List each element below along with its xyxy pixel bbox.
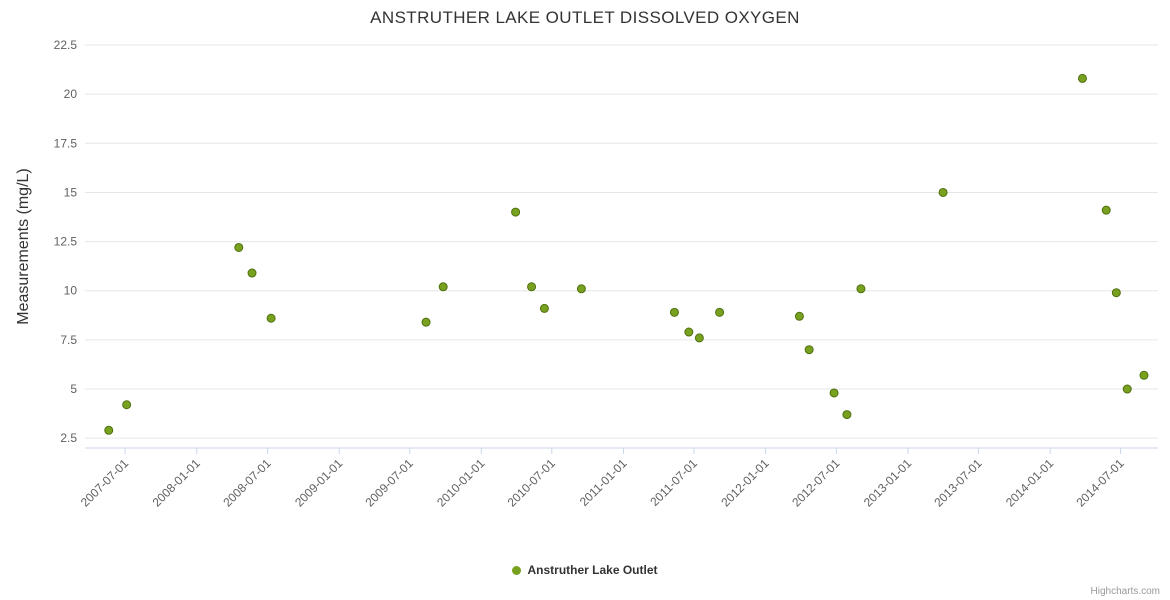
x-tick-label: 2013-07-01	[931, 456, 985, 510]
x-tick-label: 2010-07-01	[505, 456, 559, 510]
x-tick-label: 2010-01-01	[434, 456, 488, 510]
data-point[interactable]	[669, 307, 679, 317]
x-tick-label: 2008-07-01	[220, 456, 274, 510]
y-tick-label: 22.5	[54, 38, 78, 52]
x-tick-label: 2014-01-01	[1003, 456, 1057, 510]
data-point[interactable]	[1111, 288, 1121, 298]
data-point[interactable]	[234, 242, 244, 252]
data-point[interactable]	[1139, 370, 1149, 380]
data-point[interactable]	[247, 268, 257, 278]
legend-item[interactable]: Anstruther Lake Outlet	[0, 563, 1170, 577]
x-tick-label: 2009-07-01	[363, 456, 417, 510]
x-tick-label: 2009-01-01	[292, 456, 346, 510]
data-point[interactable]	[842, 410, 852, 420]
data-point[interactable]	[438, 282, 448, 292]
data-point[interactable]	[1101, 205, 1111, 215]
x-tick-label: 2007-07-01	[78, 456, 132, 510]
y-tick-label: 2.5	[60, 431, 77, 445]
data-point[interactable]	[104, 425, 114, 435]
x-tick-label: 2011-01-01	[577, 456, 630, 509]
data-point[interactable]	[684, 327, 694, 337]
data-point[interactable]	[576, 284, 586, 294]
y-tick-label: 12.5	[54, 235, 78, 249]
y-axis-title: Measurements (mg/L)	[15, 168, 32, 325]
y-tick-label: 5	[70, 382, 77, 396]
data-point[interactable]	[122, 400, 132, 410]
data-point[interactable]	[511, 207, 521, 217]
data-point[interactable]	[694, 333, 704, 343]
y-tick-label: 10	[64, 284, 78, 298]
chart-title: ANSTRUTHER LAKE OUTLET DISSOLVED OXYGEN	[370, 8, 800, 27]
x-tick-label: 2013-01-01	[861, 456, 915, 510]
y-tick-label: 20	[64, 87, 78, 101]
data-point[interactable]	[938, 187, 948, 197]
data-point[interactable]	[1077, 73, 1087, 83]
y-tick-label: 7.5	[60, 333, 77, 347]
credits-link[interactable]: Highcharts.com	[1090, 586, 1160, 597]
x-tick-label: 2014-07-01	[1073, 456, 1127, 510]
x-tick-label: 2011-07-01	[647, 456, 700, 509]
y-tick-label: 15	[64, 185, 78, 199]
data-point[interactable]	[266, 313, 276, 323]
data-point[interactable]	[856, 284, 866, 294]
x-tick-label: 2012-01-01	[718, 456, 772, 510]
data-point[interactable]	[804, 345, 814, 355]
data-point[interactable]	[829, 388, 839, 398]
data-point[interactable]	[527, 282, 537, 292]
legend-label: Anstruther Lake Outlet	[527, 563, 658, 577]
data-point[interactable]	[421, 317, 431, 327]
data-point[interactable]	[1122, 384, 1132, 394]
data-point[interactable]	[539, 303, 549, 313]
x-tick-label: 2008-01-01	[150, 456, 204, 510]
legend-marker-icon	[512, 565, 522, 575]
data-point[interactable]	[794, 311, 804, 321]
y-tick-label: 17.5	[54, 136, 78, 150]
x-tick-label: 2012-07-01	[789, 456, 843, 510]
data-point[interactable]	[715, 307, 725, 317]
